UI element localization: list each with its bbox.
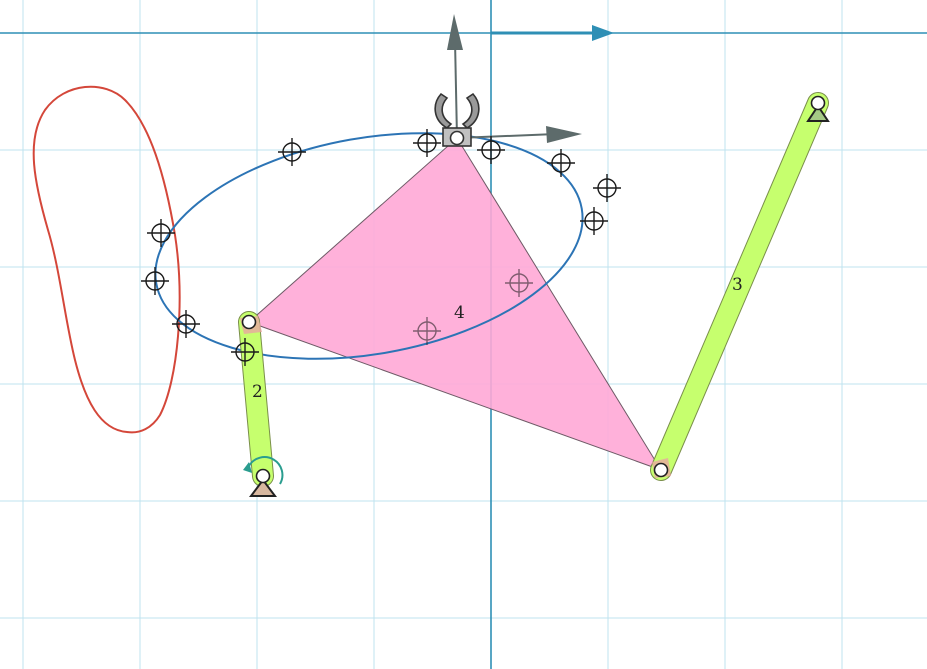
crosshair-target-icon[interactable] [505, 269, 533, 297]
crosshair-target-icon[interactable] [141, 267, 169, 295]
crank-ground-joint[interactable] [255, 468, 271, 484]
crank-link-label: 2 [252, 382, 263, 402]
crosshair-target-icon[interactable] [477, 136, 505, 164]
crank-coupler-joint[interactable] [241, 314, 257, 330]
rocker-link-label: 3 [732, 275, 743, 295]
crosshair-target-icon[interactable] [593, 174, 621, 202]
ellipse-trace-path [154, 132, 584, 360]
loop-trace-path [32, 85, 181, 434]
gripper-icon[interactable] [434, 92, 480, 147]
crosshair-target-icon[interactable] [413, 317, 441, 345]
crosshair-target-icon[interactable] [580, 207, 608, 235]
rocker-link[interactable] [650, 92, 829, 481]
ground-pivot-icon[interactable] [249, 478, 277, 497]
crosshair-target-icon[interactable] [278, 138, 306, 166]
coupler-link-body[interactable] [248, 137, 663, 471]
coupler-link-label: 4 [454, 303, 465, 323]
crank-link[interactable] [238, 311, 274, 487]
rocker-coupler-joint[interactable] [653, 462, 669, 478]
rotation-arrow-icon[interactable] [243, 456, 284, 485]
end-effector-frame[interactable] [447, 14, 582, 143]
crosshair-target-icon[interactable] [147, 219, 175, 247]
crosshair-target-icon[interactable] [172, 310, 200, 338]
rocker-ground-joint[interactable] [810, 95, 826, 111]
crosshair-target-icon[interactable] [547, 149, 575, 177]
crosshair-target-icon[interactable] [413, 129, 441, 157]
crosshair-target-icon[interactable] [231, 338, 259, 366]
origin-x-arrow[interactable] [491, 25, 614, 41]
ground-pivot-icon[interactable] [806, 104, 830, 122]
